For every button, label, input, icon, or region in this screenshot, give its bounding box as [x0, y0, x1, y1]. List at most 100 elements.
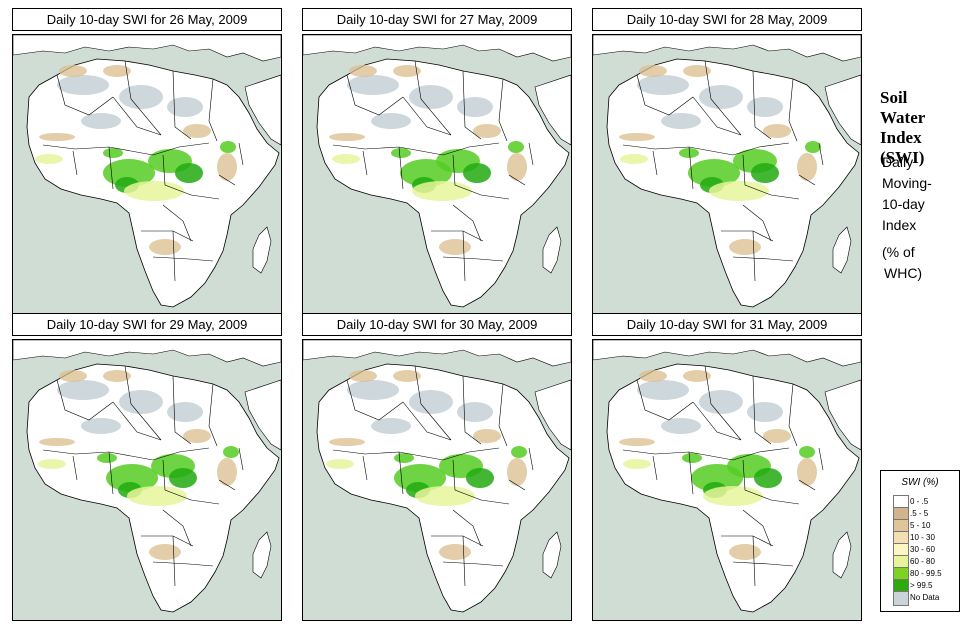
legend-swatch [893, 591, 909, 606]
dry-soil-region [639, 65, 667, 77]
dry-soil-region [103, 65, 131, 77]
country-border [508, 479, 526, 491]
no-data-region [699, 85, 743, 109]
map-panel-29-may: Daily 10-day SWI for 29 May, 2009 [12, 313, 282, 621]
panel-title: Daily 10-day SWI for 30 May, 2009 [302, 313, 572, 336]
wet-soil-region [508, 141, 524, 153]
wet-soil-region [106, 464, 158, 492]
no-data-region [57, 380, 109, 400]
country-border [508, 174, 526, 186]
wet-soil-region [223, 446, 239, 458]
dry-soil-region [439, 544, 471, 560]
country-border [480, 194, 510, 200]
description-line: Index [882, 217, 917, 233]
country-border [818, 142, 824, 166]
panel-title: Daily 10-day SWI for 28 May, 2009 [592, 8, 862, 31]
europe-landmass [593, 340, 861, 367]
arabia-landmass [824, 379, 861, 451]
country-border [218, 174, 236, 186]
unit-line: WHC) [884, 265, 923, 281]
swi-legend: SWI (%) 0 - .5 .5 - 5 5 - 10 10 - 30 30 … [880, 470, 960, 612]
dry-soil-region [149, 239, 181, 255]
wet-soil-region [394, 453, 414, 463]
dry-soil-region [59, 370, 87, 382]
no-data-region [81, 113, 121, 129]
title-line: (SWI) [880, 148, 925, 167]
legend-label: .5 - 5 [910, 509, 929, 518]
dry-soil-region [507, 458, 527, 486]
country-border [190, 499, 220, 505]
country-border [442, 256, 504, 262]
dry-soil-region [797, 458, 817, 486]
map-panel-26-may: Daily 10-day SWI for 26 May, 2009 [12, 8, 282, 316]
country-border [346, 74, 404, 116]
wet-soil-region [463, 163, 491, 183]
title-line: Soil [880, 88, 908, 107]
wet-soil-region [127, 486, 187, 506]
country-border [162, 509, 192, 547]
wet-soil-region [466, 468, 494, 488]
country-border [72, 455, 78, 481]
country-border [56, 379, 114, 421]
country-border [414, 60, 452, 136]
legend-label: No Data [910, 593, 940, 602]
wet-soil-region [620, 154, 648, 164]
wet-soil-region [703, 486, 763, 506]
legend-item: 80 - 99.5 [893, 567, 957, 582]
country-border [172, 70, 192, 140]
country-border [332, 449, 422, 457]
dry-soil-region [473, 429, 501, 443]
country-border [710, 142, 790, 156]
dry-soil-region [183, 429, 211, 443]
no-data-region [637, 380, 689, 400]
country-border [172, 375, 192, 445]
panel-title: Daily 10-day SWI for 29 May, 2009 [12, 313, 282, 336]
country-border [130, 447, 210, 461]
dry-soil-region [763, 124, 791, 138]
africa-swi-map [592, 339, 862, 621]
country-border [420, 142, 500, 156]
unit-line: (% of [882, 244, 915, 260]
country-border [480, 499, 510, 505]
map-svg [593, 340, 861, 613]
wet-soil-region [38, 459, 66, 469]
map-panel-28-may: Daily 10-day SWI for 28 May, 2009 [592, 8, 862, 316]
no-data-region [409, 85, 453, 109]
wet-soil-region [326, 459, 354, 469]
no-data-region [637, 75, 689, 95]
country-border [692, 401, 742, 441]
index-title: Soil Water Index (SWI) [880, 88, 925, 168]
europe-landmass [13, 340, 281, 367]
country-border [208, 78, 218, 142]
country-border [732, 256, 794, 262]
country-border [462, 230, 466, 282]
dry-soil-region [39, 133, 75, 141]
country-border [752, 535, 756, 587]
country-border [108, 451, 114, 495]
dry-soil-region [619, 438, 655, 446]
country-border [636, 379, 694, 421]
country-border [752, 230, 756, 282]
country-border [452, 154, 482, 196]
country-border [442, 561, 504, 567]
no-data-region [747, 402, 783, 422]
country-border [704, 60, 742, 136]
country-border [770, 499, 800, 505]
dry-soil-region [349, 370, 377, 382]
dry-soil-region [39, 438, 75, 446]
dry-soil-region [683, 370, 711, 382]
no-data-region [167, 402, 203, 422]
wet-soil-region [511, 446, 527, 458]
country-border [788, 78, 798, 142]
description-line: Daily [882, 154, 914, 170]
legend-label: 80 - 99.5 [910, 569, 942, 578]
africa-swi-map [302, 34, 572, 316]
country-border [688, 451, 694, 495]
country-border [362, 455, 368, 481]
country-border [462, 375, 482, 445]
country-border [332, 144, 422, 152]
dry-soil-region [473, 124, 501, 138]
dry-soil-region [729, 239, 761, 255]
no-data-region [661, 113, 701, 129]
dry-soil-region [507, 153, 527, 181]
